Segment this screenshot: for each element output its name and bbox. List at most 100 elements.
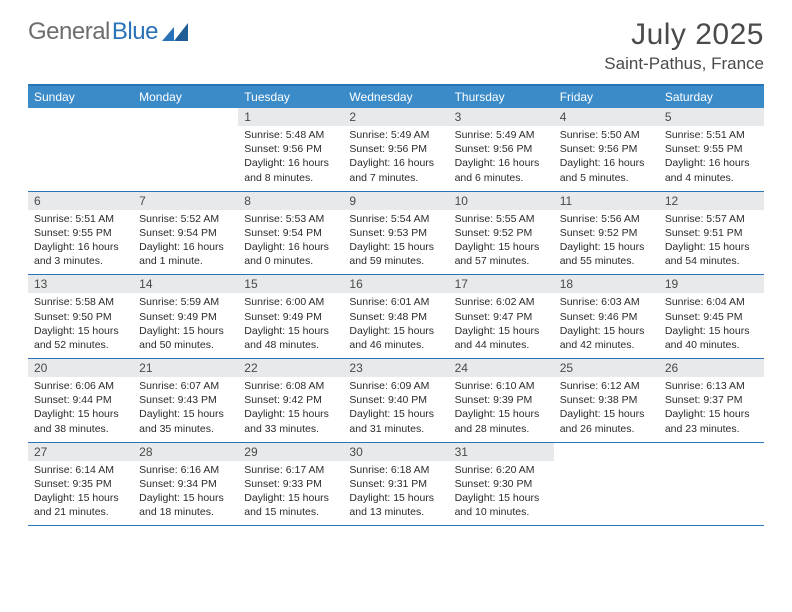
day-details: Sunrise: 5:51 AMSunset: 9:55 PMDaylight:… [665,128,758,185]
logo: GeneralBlue [28,18,188,46]
calendar-week-row: 6Sunrise: 5:51 AMSunset: 9:55 PMDaylight… [28,191,764,275]
weekday-header: Thursday [449,85,554,108]
calendar-cell: 1 Sunrise: 5:48 AMSunset: 9:56 PMDaylight… [238,108,343,191]
logo-text-1: General [28,18,110,46]
calendar-cell: 21 Sunrise: 6:07 AMSunset: 9:43 PMDayligh… [133,359,238,443]
day-number: 3 [449,108,554,126]
day-details: Sunrise: 6:06 AMSunset: 9:44 PMDaylight:… [34,379,127,436]
calendar-cell: 26 Sunrise: 6:13 AMSunset: 9:37 PMDayligh… [659,359,764,443]
day-number: 4 [554,108,659,126]
calendar-cell: 4 Sunrise: 5:50 AMSunset: 9:56 PMDaylight… [554,108,659,191]
day-number: 31 [449,443,554,461]
day-number: 28 [133,443,238,461]
day-number: 26 [659,359,764,377]
calendar-body: 1 Sunrise: 5:48 AMSunset: 9:56 PMDaylight… [28,108,764,526]
day-details: Sunrise: 6:10 AMSunset: 9:39 PMDaylight:… [455,379,548,436]
calendar-cell [659,442,764,526]
calendar-cell: 8 Sunrise: 5:53 AMSunset: 9:54 PMDaylight… [238,191,343,275]
calendar-cell: 3Sunrise: 5:49 AMSunset: 9:56 PMDaylight… [449,108,554,191]
day-details: Sunrise: 5:48 AMSunset: 9:56 PMDaylight:… [244,128,337,185]
calendar-cell: 30 Sunrise: 6:18 AMSunset: 9:31 PMDayligh… [343,442,448,526]
day-details: Sunrise: 6:01 AMSunset: 9:48 PMDaylight:… [349,295,442,352]
calendar-week-row: 13 Sunrise: 5:58 AMSunset: 9:50 PMDayligh… [28,275,764,359]
day-number: 21 [133,359,238,377]
calendar-cell [28,108,133,191]
day-number: 24 [449,359,554,377]
day-details: Sunrise: 6:18 AMSunset: 9:31 PMDaylight:… [349,463,442,520]
calendar-cell: 29 Sunrise: 6:17 AMSunset: 9:33 PMDayligh… [238,442,343,526]
day-number: 16 [343,275,448,293]
calendar-cell [133,108,238,191]
day-details: Sunrise: 6:12 AMSunset: 9:38 PMDaylight:… [560,379,653,436]
calendar-cell: 2 Sunrise: 5:49 AMSunset: 9:56 PMDaylight… [343,108,448,191]
day-details: Sunrise: 6:02 AMSunset: 9:47 PMDaylight:… [455,295,548,352]
day-details: Sunrise: 6:04 AMSunset: 9:45 PMDaylight:… [665,295,758,352]
day-details: Sunrise: 5:58 AMSunset: 9:50 PMDaylight:… [34,295,127,352]
weekday-header: Tuesday [238,85,343,108]
calendar-cell: 12 Sunrise: 5:57 AMSunset: 9:51 PMDayligh… [659,191,764,275]
day-details: Sunrise: 6:08 AMSunset: 9:42 PMDaylight:… [244,379,337,436]
day-number: 10 [449,192,554,210]
weekday-header: Sunday [28,85,133,108]
calendar-cell: 11Sunrise: 5:56 AMSunset: 9:52 PMDayligh… [554,191,659,275]
calendar-cell: 7Sunrise: 5:52 AMSunset: 9:54 PMDaylight… [133,191,238,275]
day-details: Sunrise: 5:59 AMSunset: 9:49 PMDaylight:… [139,295,232,352]
day-details: Sunrise: 5:53 AMSunset: 9:54 PMDaylight:… [244,212,337,269]
day-number: 27 [28,443,133,461]
day-number: 6 [28,192,133,210]
day-details: Sunrise: 5:55 AMSunset: 9:52 PMDaylight:… [455,212,548,269]
day-details: Sunrise: 6:00 AMSunset: 9:49 PMDaylight:… [244,295,337,352]
calendar-cell: 24 Sunrise: 6:10 AMSunset: 9:39 PMDayligh… [449,359,554,443]
calendar-cell: 5Sunrise: 5:51 AMSunset: 9:55 PMDaylight… [659,108,764,191]
day-details: Sunrise: 6:17 AMSunset: 9:33 PMDaylight:… [244,463,337,520]
day-number: 20 [28,359,133,377]
calendar-cell: 25 Sunrise: 6:12 AMSunset: 9:38 PMDayligh… [554,359,659,443]
day-number: 23 [343,359,448,377]
calendar-cell: 15Sunrise: 6:00 AMSunset: 9:49 PMDayligh… [238,275,343,359]
day-details: Sunrise: 5:50 AMSunset: 9:56 PMDaylight:… [560,128,653,185]
calendar-cell [554,442,659,526]
weekday-header: Saturday [659,85,764,108]
day-details: Sunrise: 5:49 AMSunset: 9:56 PMDaylight:… [349,128,442,185]
calendar-cell: 18 Sunrise: 6:03 AMSunset: 9:46 PMDayligh… [554,275,659,359]
day-details: Sunrise: 6:03 AMSunset: 9:46 PMDaylight:… [560,295,653,352]
day-details: Sunrise: 6:20 AMSunset: 9:30 PMDaylight:… [455,463,548,520]
day-number: 22 [238,359,343,377]
day-number: 12 [659,192,764,210]
day-number: 2 [343,108,448,126]
day-number: 1 [238,108,343,126]
day-number: 8 [238,192,343,210]
calendar-head: SundayMondayTuesdayWednesdayThursdayFrid… [28,85,764,108]
day-details: Sunrise: 6:07 AMSunset: 9:43 PMDaylight:… [139,379,232,436]
day-number: 19 [659,275,764,293]
day-details: Sunrise: 5:57 AMSunset: 9:51 PMDaylight:… [665,212,758,269]
weekday-header: Monday [133,85,238,108]
calendar-week-row: 20 Sunrise: 6:06 AMSunset: 9:44 PMDayligh… [28,359,764,443]
calendar-cell: 10 Sunrise: 5:55 AMSunset: 9:52 PMDayligh… [449,191,554,275]
day-number: 14 [133,275,238,293]
title-block: July 2025 Saint-Pathus, France [604,18,764,74]
header: GeneralBlue July 2025 Saint-Pathus, Fran… [28,18,764,74]
day-number: 29 [238,443,343,461]
day-details: Sunrise: 5:52 AMSunset: 9:54 PMDaylight:… [139,212,232,269]
day-number: 18 [554,275,659,293]
calendar-week-row: 1 Sunrise: 5:48 AMSunset: 9:56 PMDaylight… [28,108,764,191]
day-number: 25 [554,359,659,377]
day-number: 17 [449,275,554,293]
day-number: 30 [343,443,448,461]
calendar-cell: 31 Sunrise: 6:20 AMSunset: 9:30 PMDayligh… [449,442,554,526]
calendar-table: SundayMondayTuesdayWednesdayThursdayFrid… [28,84,764,526]
calendar-cell: 16 Sunrise: 6:01 AMSunset: 9:48 PMDayligh… [343,275,448,359]
calendar-cell: 14 Sunrise: 5:59 AMSunset: 9:49 PMDayligh… [133,275,238,359]
day-details: Sunrise: 6:13 AMSunset: 9:37 PMDaylight:… [665,379,758,436]
day-number: 9 [343,192,448,210]
calendar-cell: 6Sunrise: 5:51 AMSunset: 9:55 PMDaylight… [28,191,133,275]
calendar-cell: 9 Sunrise: 5:54 AMSunset: 9:53 PMDaylight… [343,191,448,275]
location: Saint-Pathus, France [604,54,764,74]
calendar-cell: 27Sunrise: 6:14 AMSunset: 9:35 PMDayligh… [28,442,133,526]
day-details: Sunrise: 5:56 AMSunset: 9:52 PMDaylight:… [560,212,653,269]
weekday-header: Friday [554,85,659,108]
month-title: July 2025 [604,18,764,52]
day-details: Sunrise: 5:54 AMSunset: 9:53 PMDaylight:… [349,212,442,269]
day-number: 13 [28,275,133,293]
